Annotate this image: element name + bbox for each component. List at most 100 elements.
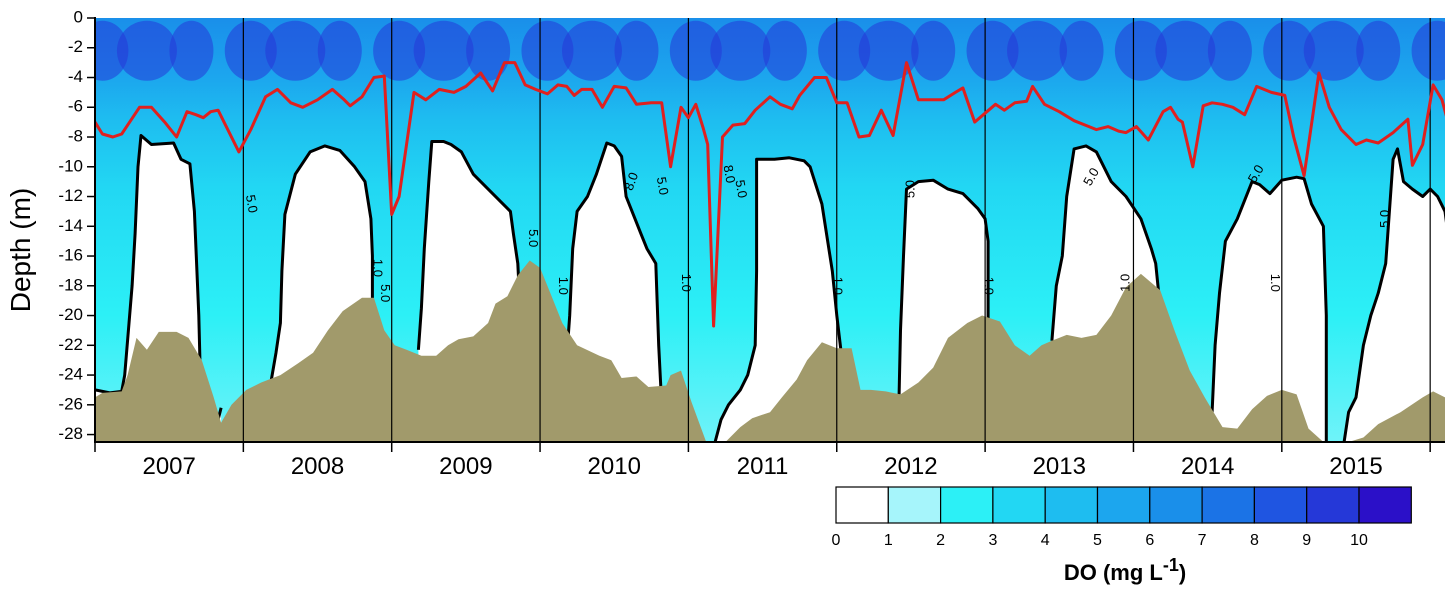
- contour-label: 5.0: [526, 229, 541, 247]
- surface-patch: [669, 20, 722, 81]
- y-tick-label: 0: [74, 7, 83, 26]
- year-label: 2007: [142, 453, 195, 480]
- surface-patch: [1059, 20, 1104, 81]
- colorbar-swatch: [992, 486, 1046, 524]
- surface-patch: [710, 20, 771, 81]
- colorbar-tick-label: 7: [1198, 532, 1207, 549]
- y-axis: 0 -2 -4 -6 -8 -10 -12 -14 -16 -18 -20 -22 -24 -26 -28: [58, 7, 95, 443]
- year-label: 2008: [291, 453, 344, 480]
- colorbar-tick-label: 8: [1250, 532, 1259, 549]
- contour-label: 1.0: [556, 277, 571, 295]
- colorbar-legend: 0 1 2 3 4 5 6 7 8 9 10 DO (mg L-1): [832, 486, 1412, 585]
- surface-patch: [762, 20, 807, 81]
- contour-label: 1.0: [1268, 274, 1283, 292]
- surface-patch: [1303, 20, 1364, 81]
- surface-patch: [116, 20, 177, 81]
- contour-label: 5.0: [378, 284, 393, 302]
- colorbar-swatch: [1044, 486, 1099, 524]
- contour-1-line: [1342, 147, 1445, 442]
- contour-label: 1.0: [1117, 274, 1132, 292]
- contour-1-line: [1203, 175, 1328, 442]
- contour-label: 1.0: [982, 277, 997, 295]
- surface-patch: [317, 20, 362, 81]
- contour-labels: 5.01.05.05.01.08.0 5.01.08.05.01.05.01.05…: [243, 162, 1392, 302]
- colorbar-swatch: [1096, 486, 1151, 524]
- colorbar-swatch: [1358, 486, 1412, 524]
- surface-patch: [818, 20, 871, 81]
- colorbar-swatch: [887, 486, 942, 524]
- colorbar-swatch: [1149, 486, 1203, 524]
- year-label: 2010: [588, 453, 641, 480]
- y-tick-label: -14: [58, 216, 83, 235]
- x-axis-year-labels: 2007 2008 2009 2010 2011 2012 2013 2014 2015: [94, 442, 1431, 480]
- colorbar-swatch: [835, 486, 889, 524]
- surface-patch: [614, 20, 659, 81]
- contour-label: 5.0: [1377, 210, 1392, 228]
- contour-label: 5.0: [902, 180, 917, 198]
- sediment-area: [95, 260, 1445, 442]
- colorbar-tick-label: 0: [832, 532, 841, 549]
- surface-high-do-patches: [95, 20, 1445, 81]
- year-label: 2009: [439, 453, 492, 480]
- surface-patch: [1007, 20, 1068, 81]
- colorbar-title-main: DO (mg L: [1064, 560, 1163, 585]
- surface-patch: [966, 20, 1019, 81]
- colorbar-swatch: [1306, 486, 1360, 524]
- surface-patch: [911, 20, 956, 81]
- y-tick-label: -4: [68, 67, 83, 86]
- y-tick-label: -26: [58, 394, 83, 413]
- surface-patch: [1155, 20, 1216, 81]
- contour-label: 8.0: [721, 164, 739, 184]
- y-tick-label: -16: [58, 246, 83, 265]
- y-tick-label: -10: [58, 156, 83, 175]
- plot-area: 5.01.05.05.01.08.0 5.01.08.05.01.05.01.05…: [95, 18, 1445, 442]
- contour-label: 1.0: [830, 277, 845, 295]
- colorbar-swatch: [939, 486, 994, 524]
- surface-patch: [858, 20, 919, 81]
- surface-patch: [169, 20, 214, 81]
- colorbar-tick-label: 1: [884, 532, 893, 549]
- colorbar-tick-label: 6: [1145, 532, 1154, 549]
- surface-patch: [1207, 20, 1252, 81]
- thermocline-line: [95, 61, 1445, 328]
- colorbar-tick-label: 3: [988, 532, 997, 549]
- contour-1-line: [1050, 144, 1168, 368]
- surface-patch: [1411, 20, 1445, 81]
- y-tick-label: -20: [58, 305, 83, 324]
- year-label: 2012: [884, 453, 937, 480]
- colorbar-title-end: ): [1179, 560, 1186, 585]
- surface-patch: [1114, 20, 1167, 81]
- y-tick-label: -8: [68, 127, 83, 146]
- surface-patch: [413, 20, 474, 81]
- colorbar-tick-label: 5: [1093, 532, 1102, 549]
- surface-patch: [1263, 20, 1316, 81]
- contour-label: 5.0: [732, 179, 750, 199]
- colorbar-title: DO (mg L-1): [1064, 555, 1186, 585]
- surface-patch: [1356, 20, 1401, 81]
- contour-1-line: [268, 144, 376, 398]
- year-label: 2014: [1181, 453, 1234, 480]
- y-tick-label: -2: [68, 37, 83, 56]
- y-tick-label: -6: [68, 97, 83, 116]
- y-axis-title: Depth (m): [5, 188, 36, 312]
- contour-label: 1.0: [370, 259, 385, 277]
- colorbar-tick-label: 10: [1350, 532, 1368, 549]
- colorbar-tick-label: 9: [1302, 532, 1311, 549]
- sediment-layer: [95, 260, 1445, 442]
- colorbar-title-sup: -1: [1163, 555, 1179, 575]
- y-tick-label: -12: [58, 186, 83, 205]
- y-tick-label: -22: [58, 335, 83, 354]
- contour-1-line: [562, 141, 668, 442]
- year-divider-lines: [242, 18, 1431, 442]
- contour-label: 5.0: [243, 194, 261, 214]
- surface-patch: [561, 20, 622, 81]
- y-tick-label: -18: [58, 275, 83, 294]
- surface-patch: [521, 20, 574, 81]
- surface-patch: [224, 20, 277, 81]
- plot-frame: [94, 17, 1445, 443]
- contour-1-line: [713, 156, 853, 442]
- surface-patch: [466, 20, 511, 81]
- surface-patch: [373, 20, 426, 81]
